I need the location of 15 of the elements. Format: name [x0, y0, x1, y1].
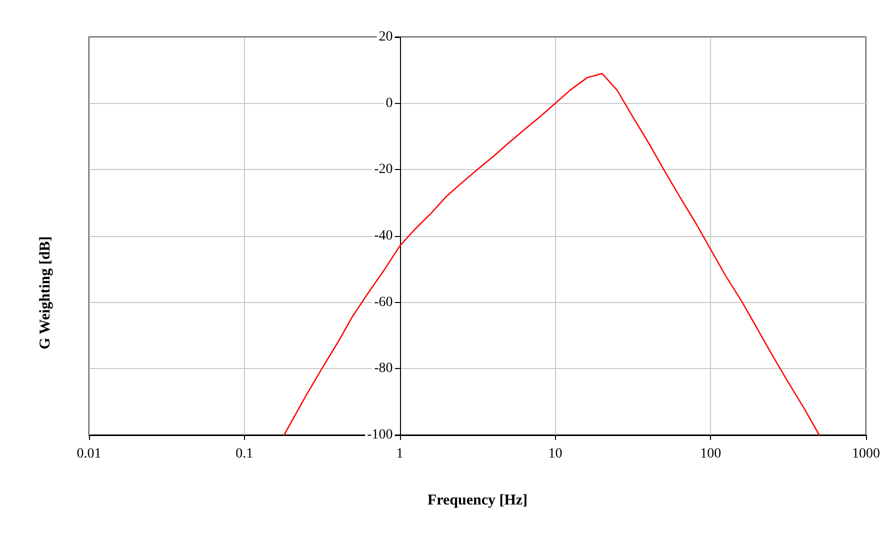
y-tick-label: -20 [374, 162, 393, 178]
x-tick-label: 100 [700, 446, 722, 462]
x-tick-label: 1 [396, 446, 404, 462]
y-tick-label: -100 [367, 428, 393, 442]
x-tick-label: 0.1 [236, 446, 254, 462]
y-tick-label: -60 [374, 294, 393, 310]
x-tick-label: 10 [548, 446, 562, 462]
y-tick-label: -40 [374, 228, 393, 244]
x-tick-label: 0.01 [76, 446, 102, 462]
y-tick-label: 20 [378, 30, 393, 44]
y-tick-label: -80 [374, 361, 393, 376]
y-axis-title: G Weighting [dB] [38, 236, 54, 350]
x-tick-label: 1000 [852, 446, 880, 462]
x-axis-title: Frequency [Hz] [427, 492, 528, 508]
y-tick-label: 0 [386, 96, 393, 111]
